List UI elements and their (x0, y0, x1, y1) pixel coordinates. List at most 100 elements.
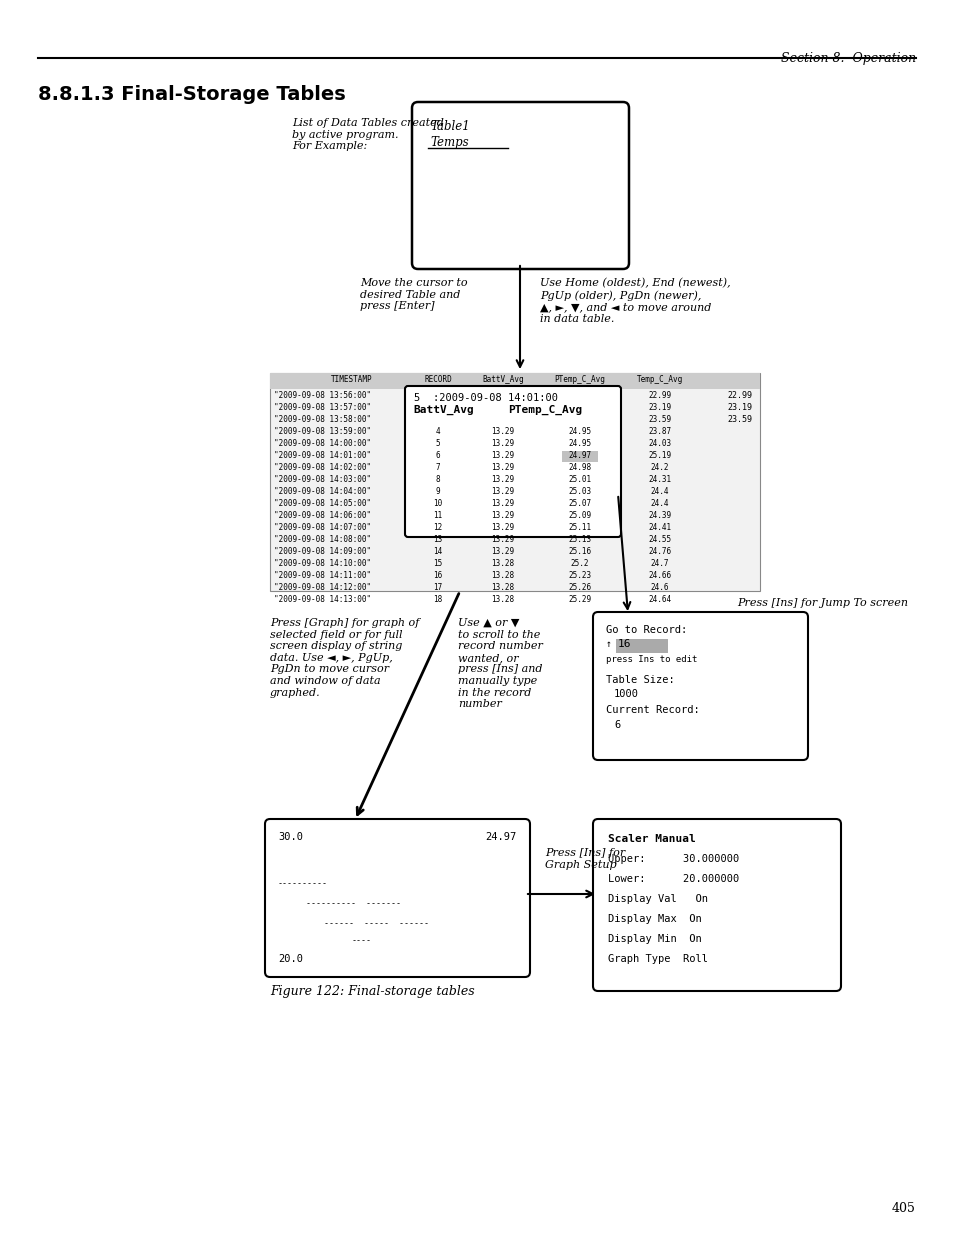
Text: 25.09: 25.09 (568, 511, 591, 520)
Text: 7: 7 (436, 463, 440, 472)
Text: Press [Ins] for Jump To screen: Press [Ins] for Jump To screen (737, 598, 907, 608)
Text: Figure 122: Final-storage tables: Figure 122: Final-storage tables (270, 986, 475, 998)
Text: 24.41: 24.41 (648, 522, 671, 532)
Text: Go to Record:: Go to Record: (605, 625, 686, 635)
Text: 13.29: 13.29 (491, 547, 514, 556)
Text: Table1: Table1 (430, 120, 469, 133)
Text: 25.26: 25.26 (568, 583, 591, 592)
Text: Display Val   On: Display Val On (607, 894, 707, 904)
Text: 24.6: 24.6 (650, 583, 669, 592)
Text: Display Max  On: Display Max On (607, 914, 701, 924)
Text: 13.29: 13.29 (491, 487, 514, 496)
Text: press Ins to edit: press Ins to edit (605, 655, 697, 664)
Text: 13.29: 13.29 (491, 475, 514, 484)
Text: 24.76: 24.76 (648, 547, 671, 556)
FancyBboxPatch shape (561, 451, 598, 462)
Text: 25.16: 25.16 (568, 547, 591, 556)
Text: 30.0: 30.0 (277, 832, 303, 842)
Text: "2009-09-08 14:13:00": "2009-09-08 14:13:00" (274, 595, 371, 604)
Text: 25.2: 25.2 (570, 559, 589, 568)
Text: Graph Type  Roll: Graph Type Roll (607, 953, 707, 965)
Text: Current Record:: Current Record: (605, 705, 699, 715)
Text: 13.28: 13.28 (491, 571, 514, 580)
Text: "2009-09-08 14:10:00": "2009-09-08 14:10:00" (274, 559, 371, 568)
Text: ↑: ↑ (605, 638, 611, 650)
Text: 1000: 1000 (614, 689, 639, 699)
Text: 15: 15 (433, 559, 442, 568)
FancyBboxPatch shape (270, 373, 760, 592)
Text: Display Min  On: Display Min On (607, 934, 701, 944)
Text: 25.13: 25.13 (568, 535, 591, 543)
Text: ----------: ---------- (277, 879, 328, 888)
Text: 24.97: 24.97 (485, 832, 517, 842)
Text: "2009-09-08 13:59:00": "2009-09-08 13:59:00" (274, 427, 371, 436)
Text: 13.28: 13.28 (491, 583, 514, 592)
Text: 23.59: 23.59 (726, 415, 751, 424)
FancyBboxPatch shape (412, 103, 628, 269)
Text: 4: 4 (436, 427, 440, 436)
Text: 25.01: 25.01 (568, 475, 591, 484)
Text: 25.23: 25.23 (568, 571, 591, 580)
Text: 13.28: 13.28 (491, 595, 514, 604)
Text: 13.29: 13.29 (491, 499, 514, 508)
Text: 13.29: 13.29 (491, 522, 514, 532)
FancyBboxPatch shape (270, 373, 760, 389)
FancyBboxPatch shape (265, 819, 530, 977)
Text: BattV_Avg: BattV_Avg (413, 405, 474, 415)
Text: Temps: Temps (430, 136, 468, 149)
Text: 13.29: 13.29 (491, 463, 514, 472)
Text: "2009-09-08 14:12:00": "2009-09-08 14:12:00" (274, 583, 371, 592)
Text: 6: 6 (614, 720, 619, 730)
Text: Use Home (oldest), End (newest),
PgUp (older), PgDn (newer),
▲, ►, ▼, and ◄ to m: Use Home (oldest), End (newest), PgUp (o… (539, 278, 730, 324)
Text: 24.7: 24.7 (650, 559, 669, 568)
Text: 24.64: 24.64 (648, 595, 671, 604)
Text: TIMESTAMP: TIMESTAMP (331, 375, 373, 384)
Text: "2009-09-08 14:04:00": "2009-09-08 14:04:00" (274, 487, 371, 496)
Text: 9: 9 (436, 487, 440, 496)
Text: 11: 11 (433, 511, 442, 520)
Text: List of Data Tables created
by active program.
For Example:: List of Data Tables created by active pr… (292, 119, 443, 151)
Text: 16: 16 (618, 638, 631, 650)
FancyBboxPatch shape (405, 387, 620, 537)
Text: Press [Ins] for
Graph Setup: Press [Ins] for Graph Setup (544, 848, 624, 869)
Text: 8: 8 (436, 475, 440, 484)
Text: 23.19: 23.19 (648, 403, 671, 412)
Text: 5: 5 (413, 393, 418, 403)
Text: 22.99: 22.99 (726, 391, 751, 400)
Text: 23.59: 23.59 (648, 415, 671, 424)
Text: 23.87: 23.87 (648, 427, 671, 436)
Text: "2009-09-08 14:05:00": "2009-09-08 14:05:00" (274, 499, 371, 508)
Text: "2009-09-08 13:57:00": "2009-09-08 13:57:00" (274, 403, 371, 412)
Text: Move the cursor to
desired Table and
press [Enter]: Move the cursor to desired Table and pre… (359, 278, 467, 311)
Text: PTemp_C_Avg: PTemp_C_Avg (554, 375, 605, 384)
Text: 18: 18 (433, 595, 442, 604)
Text: 25.03: 25.03 (568, 487, 591, 496)
Text: "2009-09-08 14:08:00": "2009-09-08 14:08:00" (274, 535, 371, 543)
Text: 23.19: 23.19 (726, 403, 751, 412)
Text: 25.07: 25.07 (568, 499, 591, 508)
FancyBboxPatch shape (593, 613, 807, 760)
Text: 6: 6 (436, 451, 440, 459)
Text: Temp_C_Avg: Temp_C_Avg (637, 375, 682, 384)
Text: 13.29: 13.29 (491, 511, 514, 520)
FancyBboxPatch shape (616, 638, 667, 653)
Text: 24.66: 24.66 (648, 571, 671, 580)
Text: Section 8.  Operation: Section 8. Operation (781, 52, 915, 65)
Text: 13.29: 13.29 (491, 438, 514, 448)
Text: 8.8.1.3 Final-Storage Tables: 8.8.1.3 Final-Storage Tables (38, 85, 345, 104)
Text: Press [Graph] for graph of
selected field or for full
screen display of string
d: Press [Graph] for graph of selected fiel… (270, 618, 419, 698)
Text: "2009-09-08 14:01:00": "2009-09-08 14:01:00" (274, 451, 371, 459)
Text: 13.29: 13.29 (491, 427, 514, 436)
Text: 13.29: 13.29 (491, 535, 514, 543)
Text: 24.95: 24.95 (568, 427, 591, 436)
Text: 20.0: 20.0 (277, 953, 303, 965)
Text: 25.11: 25.11 (568, 522, 591, 532)
Text: 13.28: 13.28 (491, 559, 514, 568)
Text: "2009-09-08 14:09:00": "2009-09-08 14:09:00" (274, 547, 371, 556)
Text: "2009-09-08 14:11:00": "2009-09-08 14:11:00" (274, 571, 371, 580)
Text: 24.55: 24.55 (648, 535, 671, 543)
Text: RECORD: RECORD (424, 375, 452, 384)
Text: "2009-09-08 13:58:00": "2009-09-08 13:58:00" (274, 415, 371, 424)
FancyBboxPatch shape (593, 819, 841, 990)
Text: 25.19: 25.19 (648, 451, 671, 459)
